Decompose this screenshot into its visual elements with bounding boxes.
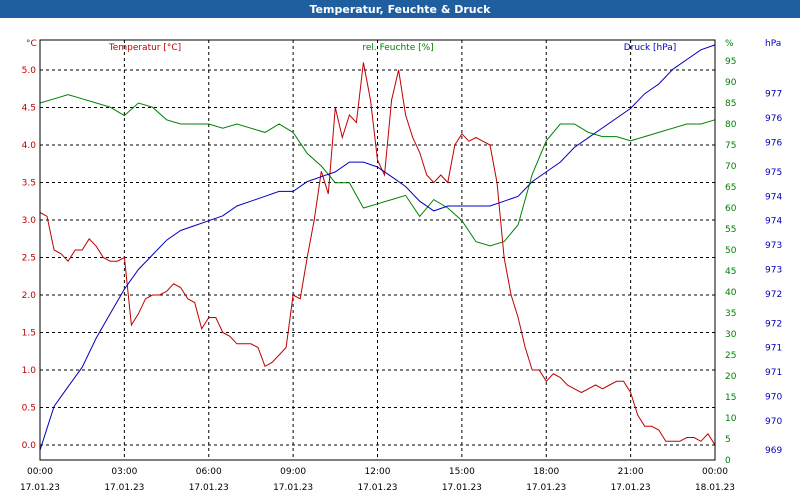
pressure-series-line <box>39 44 716 451</box>
chart-title: Temperatur, Feuchte & Druck <box>309 2 491 16</box>
pressure-axis-unit: hPa <box>765 39 781 49</box>
x-tick-date-label: 17.01.23 <box>526 483 566 493</box>
pressure-tick-label: 972 <box>765 319 782 329</box>
humidity-tick-label: 25 <box>725 351 736 361</box>
temperature-tick-label: 3.0 <box>22 216 37 226</box>
temperature-tick-label: 3.5 <box>22 179 36 189</box>
humidity-tick-label: 80 <box>725 120 737 130</box>
humidity-tick-label: 15 <box>725 393 736 403</box>
humidity-tick-label: 90 <box>725 78 737 88</box>
x-tick-time-label: 21:00 <box>618 467 644 477</box>
temperature-tick-label: 1.5 <box>22 329 36 339</box>
pressure-tick-label: 977 <box>765 90 782 100</box>
window-title-bar: Temperatur, Feuchte & Druck <box>0 0 800 18</box>
temperature-axis-label: Temperatur [°C] <box>108 43 181 53</box>
plot-area-border <box>39 39 716 461</box>
humidity-tick-label: 95 <box>725 57 736 67</box>
temperature-series-line <box>39 62 716 446</box>
axis-layer <box>39 39 716 461</box>
humidity-tick-label: 5 <box>725 435 731 445</box>
pressure-tick-label: 975 <box>765 168 782 178</box>
pressure-tick-label: 973 <box>765 241 782 251</box>
x-tick-date-label: 17.01.23 <box>189 483 229 493</box>
humidity-axis-label: rel. Feuchte [%] <box>362 43 433 53</box>
pressure-tick-label: 970 <box>765 393 782 403</box>
humidity-tick-label: 10 <box>725 414 737 424</box>
humidity-tick-label: 85 <box>725 99 736 109</box>
x-tick-time-label: 09:00 <box>280 467 306 477</box>
humidity-tick-label: 55 <box>725 225 736 235</box>
x-tick-date-label: 17.01.23 <box>104 483 144 493</box>
x-tick-date-label: 17.01.23 <box>442 483 482 493</box>
humidity-series-line <box>39 94 716 247</box>
pressure-tick-label: 973 <box>765 266 782 276</box>
grid-layer <box>40 40 715 460</box>
x-tick-time-label: 00:00 <box>702 467 728 477</box>
x-tick-time-label: 18:00 <box>533 467 559 477</box>
label-layer: 00:00 17.01.23 03:00 17.01.23 06:00 17.01.23 0… <box>20 39 782 493</box>
temperature-tick-label: 2.5 <box>22 254 36 264</box>
temperature-tick-label: 5.0 <box>22 66 37 76</box>
temperature-axis-unit: °C <box>26 39 37 49</box>
temperature-tick-label: 4.5 <box>22 104 36 114</box>
humidity-tick-label: 20 <box>725 372 737 382</box>
series-layer <box>39 44 716 451</box>
temperature-tick-label: 4.0 <box>22 141 37 151</box>
humidity-tick-label: 50 <box>725 246 737 256</box>
temperature-tick-label: 2.0 <box>22 291 37 301</box>
humidity-tick-label: 40 <box>725 288 737 298</box>
humidity-tick-label: 30 <box>725 330 737 340</box>
x-tick-date-label: 17.01.23 <box>611 483 651 493</box>
humidity-tick-label: 45 <box>725 267 736 277</box>
x-tick-time-label: 12:00 <box>365 467 391 477</box>
x-tick-date-label: 17.01.23 <box>273 483 313 493</box>
x-tick-time-label: 00:00 <box>27 467 53 477</box>
pressure-tick-label: 976 <box>765 139 782 149</box>
humidity-tick-label: 65 <box>725 183 736 193</box>
x-tick-date-label: 17.01.23 <box>357 483 397 493</box>
x-tick-time-label: 15:00 <box>449 467 475 477</box>
pressure-axis-label: Druck [hPa] <box>624 43 677 53</box>
pressure-tick-label: 976 <box>765 114 782 124</box>
humidity-tick-label: 70 <box>725 162 737 172</box>
x-tick-time-label: 06:00 <box>196 467 222 477</box>
temperature-tick-label: 0.5 <box>22 404 36 414</box>
humidity-axis-unit: % <box>725 39 734 49</box>
temperature-tick-label: 0.0 <box>22 441 37 451</box>
x-tick-time-label: 03:00 <box>111 467 137 477</box>
humidity-tick-label: 0 <box>725 456 731 466</box>
humidity-tick-label: 60 <box>725 204 737 214</box>
pressure-tick-label: 974 <box>765 217 782 227</box>
pressure-tick-label: 971 <box>765 344 782 354</box>
pressure-tick-label: 971 <box>765 368 782 378</box>
chart-canvas: 00:00 17.01.23 03:00 17.01.23 06:00 17.01.23 0… <box>20 39 782 493</box>
pressure-tick-label: 969 <box>765 446 782 456</box>
pressure-tick-label: 972 <box>765 290 782 300</box>
temperature-tick-label: 1.0 <box>22 366 37 376</box>
humidity-tick-label: 75 <box>725 141 736 151</box>
humidity-tick-label: 35 <box>725 309 736 319</box>
x-tick-date-label: 17.01.23 <box>20 483 60 493</box>
pressure-tick-label: 974 <box>765 192 782 202</box>
pressure-tick-label: 970 <box>765 417 782 427</box>
x-tick-date-label: 18.01.23 <box>695 483 735 493</box>
